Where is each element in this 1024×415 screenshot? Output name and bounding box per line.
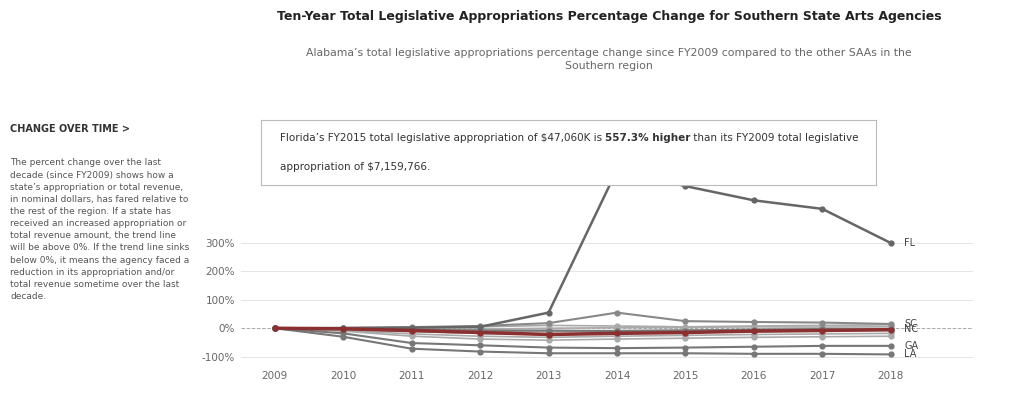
Text: Alabama’s total legislative appropriations percentage change since FY2009 compar: Alabama’s total legislative appropriatio… [306, 48, 912, 71]
Text: GA: GA [904, 341, 919, 351]
Text: than its FY2009 total legislative: than its FY2009 total legislative [690, 133, 859, 143]
Text: Ten-Year Total Legislative Appropriations Percentage Change for Southern State A: Ten-Year Total Legislative Appropriation… [276, 10, 942, 23]
Text: CHANGE OVER TIME >: CHANGE OVER TIME > [10, 124, 130, 134]
Text: The percent change over the last
decade (since FY2009) shows how a
state’s appro: The percent change over the last decade … [10, 159, 189, 301]
Text: appropriation of $7,159,766.: appropriation of $7,159,766. [280, 162, 430, 172]
Text: FL: FL [904, 238, 915, 248]
Text: Florida’s FY2015 total legislative appropriation of $47,060K is: Florida’s FY2015 total legislative appro… [280, 133, 605, 143]
Text: 557.3% higher: 557.3% higher [605, 133, 690, 143]
Text: NC: NC [904, 325, 919, 334]
Text: LA: LA [904, 349, 916, 359]
Text: SC: SC [904, 319, 918, 329]
